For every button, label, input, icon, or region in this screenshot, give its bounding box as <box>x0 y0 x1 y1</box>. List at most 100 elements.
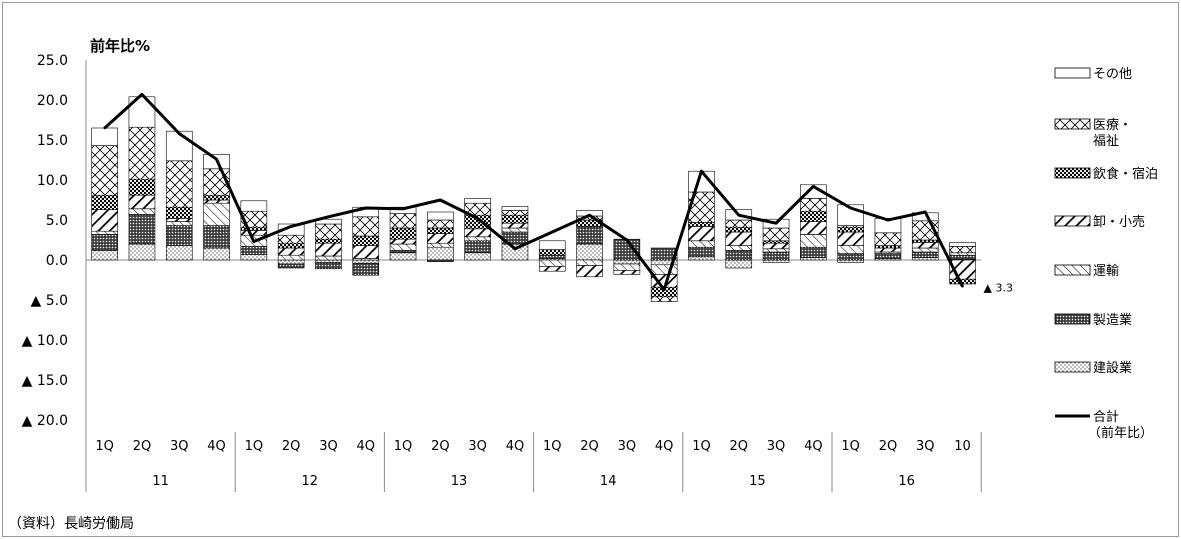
x-tick-label: 1Q <box>841 439 860 454</box>
bar-segment <box>538 240 566 250</box>
total-point <box>924 210 927 214</box>
bar-segment <box>91 234 118 251</box>
y-tick-label: 25.0 <box>37 53 68 69</box>
legend-swatch <box>1054 264 1091 276</box>
bar-segment <box>464 240 491 254</box>
bar-segment <box>352 259 380 264</box>
x-tick-label: 1Q <box>543 439 562 454</box>
bar-segment <box>315 238 342 244</box>
total-point <box>103 126 106 130</box>
x-tick-label: 2Q <box>879 439 898 454</box>
bar-segment <box>576 265 603 278</box>
bar-segment <box>874 232 902 246</box>
year-label: 12 <box>302 474 319 489</box>
x-tick-label: 4Q <box>207 439 226 454</box>
x-tick-label: 3Q <box>468 439 487 454</box>
total-point <box>662 288 666 291</box>
bar-segment <box>389 250 417 254</box>
bar-segment <box>538 249 566 256</box>
legend-swatch <box>1054 167 1091 179</box>
bar-segment <box>911 247 939 253</box>
y-axis-title: 前年比% <box>90 37 150 55</box>
bar-segment <box>352 235 380 246</box>
bar-segment <box>501 243 529 261</box>
bar-segment <box>240 200 268 212</box>
data-label: ▲ 3.3 <box>984 281 1013 294</box>
y-axis-ticks: 25.0 20.0 15.0 10.0 5.0 0.0 ▲ 5.0 ▲ 10.0 ▲ 15.0 ▲… <box>22 53 68 429</box>
total-point <box>178 132 181 135</box>
total-point <box>140 93 144 96</box>
y-tick-label: 0.0 <box>46 253 68 269</box>
total-point <box>289 225 293 228</box>
bar-segment <box>464 236 491 242</box>
total-point <box>588 214 591 217</box>
bar-segment <box>427 219 454 229</box>
bar-segment <box>576 259 603 266</box>
bar-segment <box>501 214 529 224</box>
annotations: ▲ 3.3 <box>984 281 1013 294</box>
bar-segment <box>762 248 790 253</box>
bar-segment <box>837 259 864 263</box>
bar-segment <box>688 240 715 248</box>
bar-segment <box>165 245 193 261</box>
legend-label: 卸・小売 <box>1093 214 1145 230</box>
y-tick-label: 10.0 <box>37 173 68 189</box>
bar-segment <box>128 178 156 196</box>
total-point <box>215 158 218 161</box>
total-point <box>364 206 367 210</box>
x-tick-label: 3Q <box>767 439 786 454</box>
bar-segment <box>91 230 118 235</box>
x-tick-label: 2Q <box>282 439 301 454</box>
x-tick-label: 3Q <box>618 439 637 454</box>
bar-segment <box>427 259 454 262</box>
x-tick-label: 4Q <box>356 439 375 454</box>
bar-segment <box>911 251 939 258</box>
bar-segment <box>725 250 753 261</box>
legend-label-total: 合計 <box>1093 409 1119 425</box>
total-point <box>439 198 442 202</box>
x-tick-label: 3Q <box>319 439 338 454</box>
x-tick-label: 2Q <box>729 439 748 454</box>
legend-label: 建設業 <box>1093 360 1132 376</box>
bar-segment <box>464 198 491 204</box>
bar-segment <box>91 250 118 261</box>
legend-swatch <box>1054 361 1091 373</box>
bar-segment <box>128 214 156 245</box>
bar-segment <box>725 231 753 246</box>
x-tick-label: 1Q <box>245 439 264 454</box>
total-point <box>961 285 964 288</box>
bar-segment <box>501 227 529 233</box>
bar-segment <box>128 194 156 210</box>
bar-segment <box>315 255 342 261</box>
x-tick-label: 1Q <box>394 439 413 454</box>
bar-segment <box>762 259 790 263</box>
bar-segment <box>128 126 156 180</box>
bar-segment <box>688 222 715 227</box>
legend-swatch <box>1054 118 1091 130</box>
bar-segment <box>315 259 342 263</box>
bar-segment <box>538 254 566 259</box>
legend-label: 飲食・宿泊 <box>1093 166 1158 182</box>
bar-segment <box>315 242 342 257</box>
x-tick-label: 3Q <box>916 439 935 454</box>
x-tick-label: 3Q <box>170 439 189 454</box>
x-tick-label: 4Q <box>655 439 674 454</box>
bar-segment <box>762 227 790 242</box>
total-point <box>551 230 554 234</box>
bar-segment <box>538 266 566 272</box>
bar-segment <box>203 202 230 226</box>
bar-segment <box>277 247 305 256</box>
legend-swatch <box>1054 313 1091 325</box>
bar-segment <box>501 222 529 229</box>
y-tick-label: 15.0 <box>37 133 68 149</box>
total-point <box>886 218 890 222</box>
bar-segment <box>576 243 603 261</box>
bar-segment <box>800 210 827 222</box>
bar-segment <box>91 145 118 196</box>
y-tick-label: 20.0 <box>37 93 68 109</box>
bar-segment <box>203 194 230 201</box>
bar-segment <box>800 234 827 248</box>
bar-segment <box>800 246 827 258</box>
